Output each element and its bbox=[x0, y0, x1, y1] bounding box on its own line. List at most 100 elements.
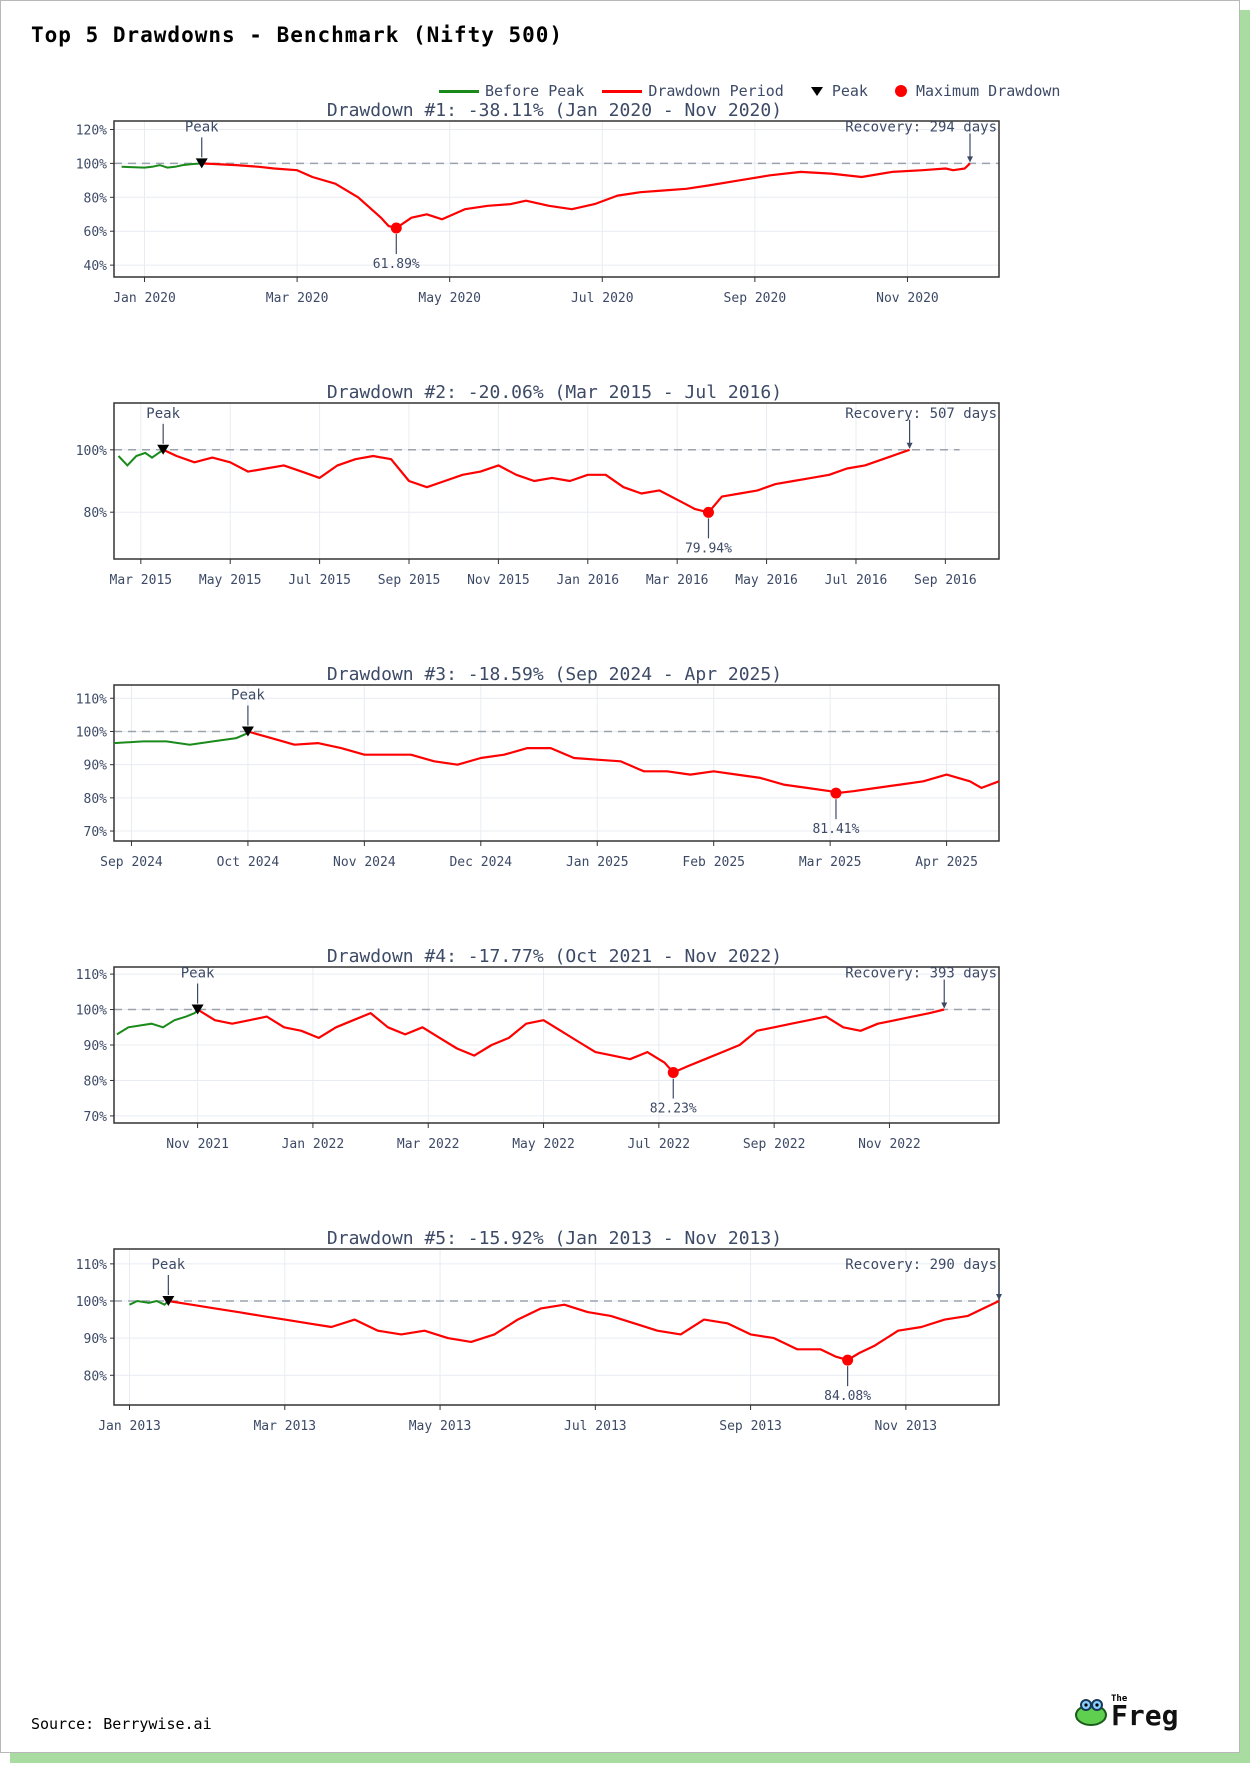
legend-before-line bbox=[439, 89, 479, 93]
x-tick-label: Jan 2016 bbox=[556, 573, 619, 588]
x-tick-label: May 2013 bbox=[409, 1419, 472, 1434]
chart-title: Drawdown #4: -17.77% (Oct 2021 - Nov 202… bbox=[327, 946, 782, 967]
y-tick-label: 100% bbox=[76, 157, 107, 172]
x-tick-label: May 2022 bbox=[512, 1137, 575, 1152]
drawdown-chart-1: Drawdown #1: -38.11% (Jan 2020 - Nov 202… bbox=[76, 100, 1000, 306]
x-tick-label: Nov 2021 bbox=[166, 1137, 229, 1152]
before-peak-line bbox=[117, 448, 164, 467]
frog-logo-icon: The Freg bbox=[1075, 1694, 1178, 1732]
logo-text: Freg bbox=[1111, 1699, 1178, 1731]
max-drawdown-marker bbox=[842, 1354, 854, 1366]
y-tick-label: 100% bbox=[76, 1004, 107, 1019]
drawdown-chart-2: Drawdown #2: -20.06% (Mar 2015 - Jul 201… bbox=[76, 382, 1000, 588]
peak-marker bbox=[162, 1296, 175, 1306]
recovery-label: Recovery: 290 days bbox=[845, 1257, 997, 1273]
y-tick-label: 90% bbox=[84, 759, 108, 774]
x-tick-label: Mar 2016 bbox=[646, 573, 709, 588]
x-tick-label: Nov 2022 bbox=[858, 1137, 921, 1152]
peak-label: Peak bbox=[146, 406, 180, 422]
legend-drawdown-line bbox=[602, 89, 643, 93]
legend-before-label: Before Peak bbox=[485, 82, 585, 100]
plot-area bbox=[114, 403, 999, 559]
x-tick-label: Mar 2022 bbox=[397, 1137, 460, 1152]
x-tick-label: Jul 2022 bbox=[628, 1137, 691, 1152]
peak-marker bbox=[157, 444, 170, 455]
peak-label: Peak bbox=[181, 966, 215, 982]
peak-marker bbox=[191, 1004, 204, 1015]
y-tick-label: 70% bbox=[84, 825, 108, 840]
legend-max-drawdown: Maximum Drawdown bbox=[886, 82, 1061, 100]
max-drawdown-marker bbox=[830, 787, 842, 799]
drawdown-line bbox=[168, 1299, 1000, 1362]
max-drawdown-marker bbox=[667, 1067, 679, 1079]
plot-area bbox=[114, 685, 999, 841]
chart-title: Drawdown #1: -38.11% (Jan 2020 - Nov 202… bbox=[327, 100, 782, 121]
x-tick-label: Sep 2020 bbox=[724, 291, 787, 306]
drawdown-chart-5: Drawdown #5: -15.92% (Jan 2013 - Nov 201… bbox=[76, 1228, 1002, 1434]
peak-label: Peak bbox=[185, 119, 219, 135]
y-tick-label: 80% bbox=[84, 1369, 108, 1384]
before-peak-line bbox=[113, 732, 249, 746]
trough-label: 81.41% bbox=[812, 822, 859, 837]
chart-title: Drawdown #3: -18.59% (Sep 2024 - Apr 202… bbox=[327, 664, 782, 685]
x-tick-label: Feb 2025 bbox=[682, 855, 745, 870]
y-tick-label: 40% bbox=[84, 259, 108, 274]
x-tick-label: Sep 2016 bbox=[914, 573, 977, 588]
y-tick-label: 120% bbox=[76, 123, 107, 138]
x-tick-label: Nov 2020 bbox=[876, 291, 939, 306]
legend-max-label: Maximum Drawdown bbox=[915, 82, 1061, 100]
drawdown-line bbox=[162, 448, 910, 514]
x-tick-label: Sep 2022 bbox=[743, 1137, 806, 1152]
max-drawdown-marker bbox=[702, 506, 714, 518]
y-tick-label: 80% bbox=[84, 1074, 108, 1089]
recovery-arrowhead bbox=[941, 1002, 948, 1009]
y-tick-label: 80% bbox=[84, 191, 108, 206]
peak-label: Peak bbox=[231, 687, 265, 703]
x-tick-label: Jan 2025 bbox=[566, 855, 629, 870]
x-tick-label: Sep 2024 bbox=[100, 855, 163, 870]
before-peak-line bbox=[129, 1299, 169, 1306]
plot-border bbox=[113, 684, 1000, 842]
x-tick-label: Nov 2013 bbox=[875, 1419, 938, 1434]
x-tick-label: Mar 2025 bbox=[799, 855, 862, 870]
recovery-label: Recovery: 507 days bbox=[845, 406, 997, 422]
drawdown-line bbox=[247, 730, 1000, 795]
x-tick-label: Jan 2013 bbox=[98, 1419, 161, 1434]
trough-label: 84.08% bbox=[824, 1389, 871, 1404]
plot-border bbox=[113, 120, 1000, 278]
recovery-arrowhead bbox=[906, 442, 913, 449]
peak-marker bbox=[195, 158, 208, 169]
chart-title: Drawdown #5: -15.92% (Jan 2013 - Nov 201… bbox=[327, 1228, 782, 1249]
x-tick-label: Nov 2024 bbox=[333, 855, 396, 870]
y-tick-label: 100% bbox=[76, 1295, 107, 1310]
peak-label: Peak bbox=[151, 1257, 185, 1273]
x-tick-label: Jan 2022 bbox=[282, 1137, 345, 1152]
logo-small-text: The bbox=[1111, 1694, 1128, 1704]
legend-drawdown-label: Drawdown Period bbox=[648, 82, 784, 100]
chart-legend: Before Peak Drawdown Period Peak Maximum… bbox=[439, 81, 1078, 101]
trough-label: 82.23% bbox=[650, 1102, 697, 1117]
x-tick-label: Jul 2016 bbox=[825, 573, 888, 588]
x-tick-label: May 2016 bbox=[735, 573, 798, 588]
y-tick-label: 110% bbox=[76, 692, 107, 707]
before-peak-line bbox=[116, 1008, 199, 1036]
chart-title: Drawdown #2: -20.06% (Mar 2015 - Jul 201… bbox=[327, 382, 782, 403]
legend-peak: Peak bbox=[802, 82, 868, 100]
drawdown-line bbox=[201, 162, 971, 230]
legend-peak-label: Peak bbox=[831, 82, 868, 100]
y-tick-label: 100% bbox=[76, 725, 107, 740]
drawdown-line bbox=[197, 1008, 945, 1074]
plot-area bbox=[114, 1249, 999, 1405]
x-tick-label: May 2015 bbox=[199, 573, 262, 588]
y-tick-label: 80% bbox=[84, 792, 108, 807]
x-tick-label: Sep 2015 bbox=[378, 573, 441, 588]
x-tick-label: May 2020 bbox=[418, 291, 481, 306]
x-tick-label: Mar 2015 bbox=[110, 573, 173, 588]
plot-area bbox=[114, 121, 999, 277]
x-tick-label: Nov 2015 bbox=[467, 573, 530, 588]
x-tick-label: Jul 2013 bbox=[564, 1419, 627, 1434]
plot-border bbox=[113, 1248, 1000, 1406]
x-tick-label: Jan 2020 bbox=[113, 291, 176, 306]
max-drawdown-marker bbox=[390, 222, 402, 234]
